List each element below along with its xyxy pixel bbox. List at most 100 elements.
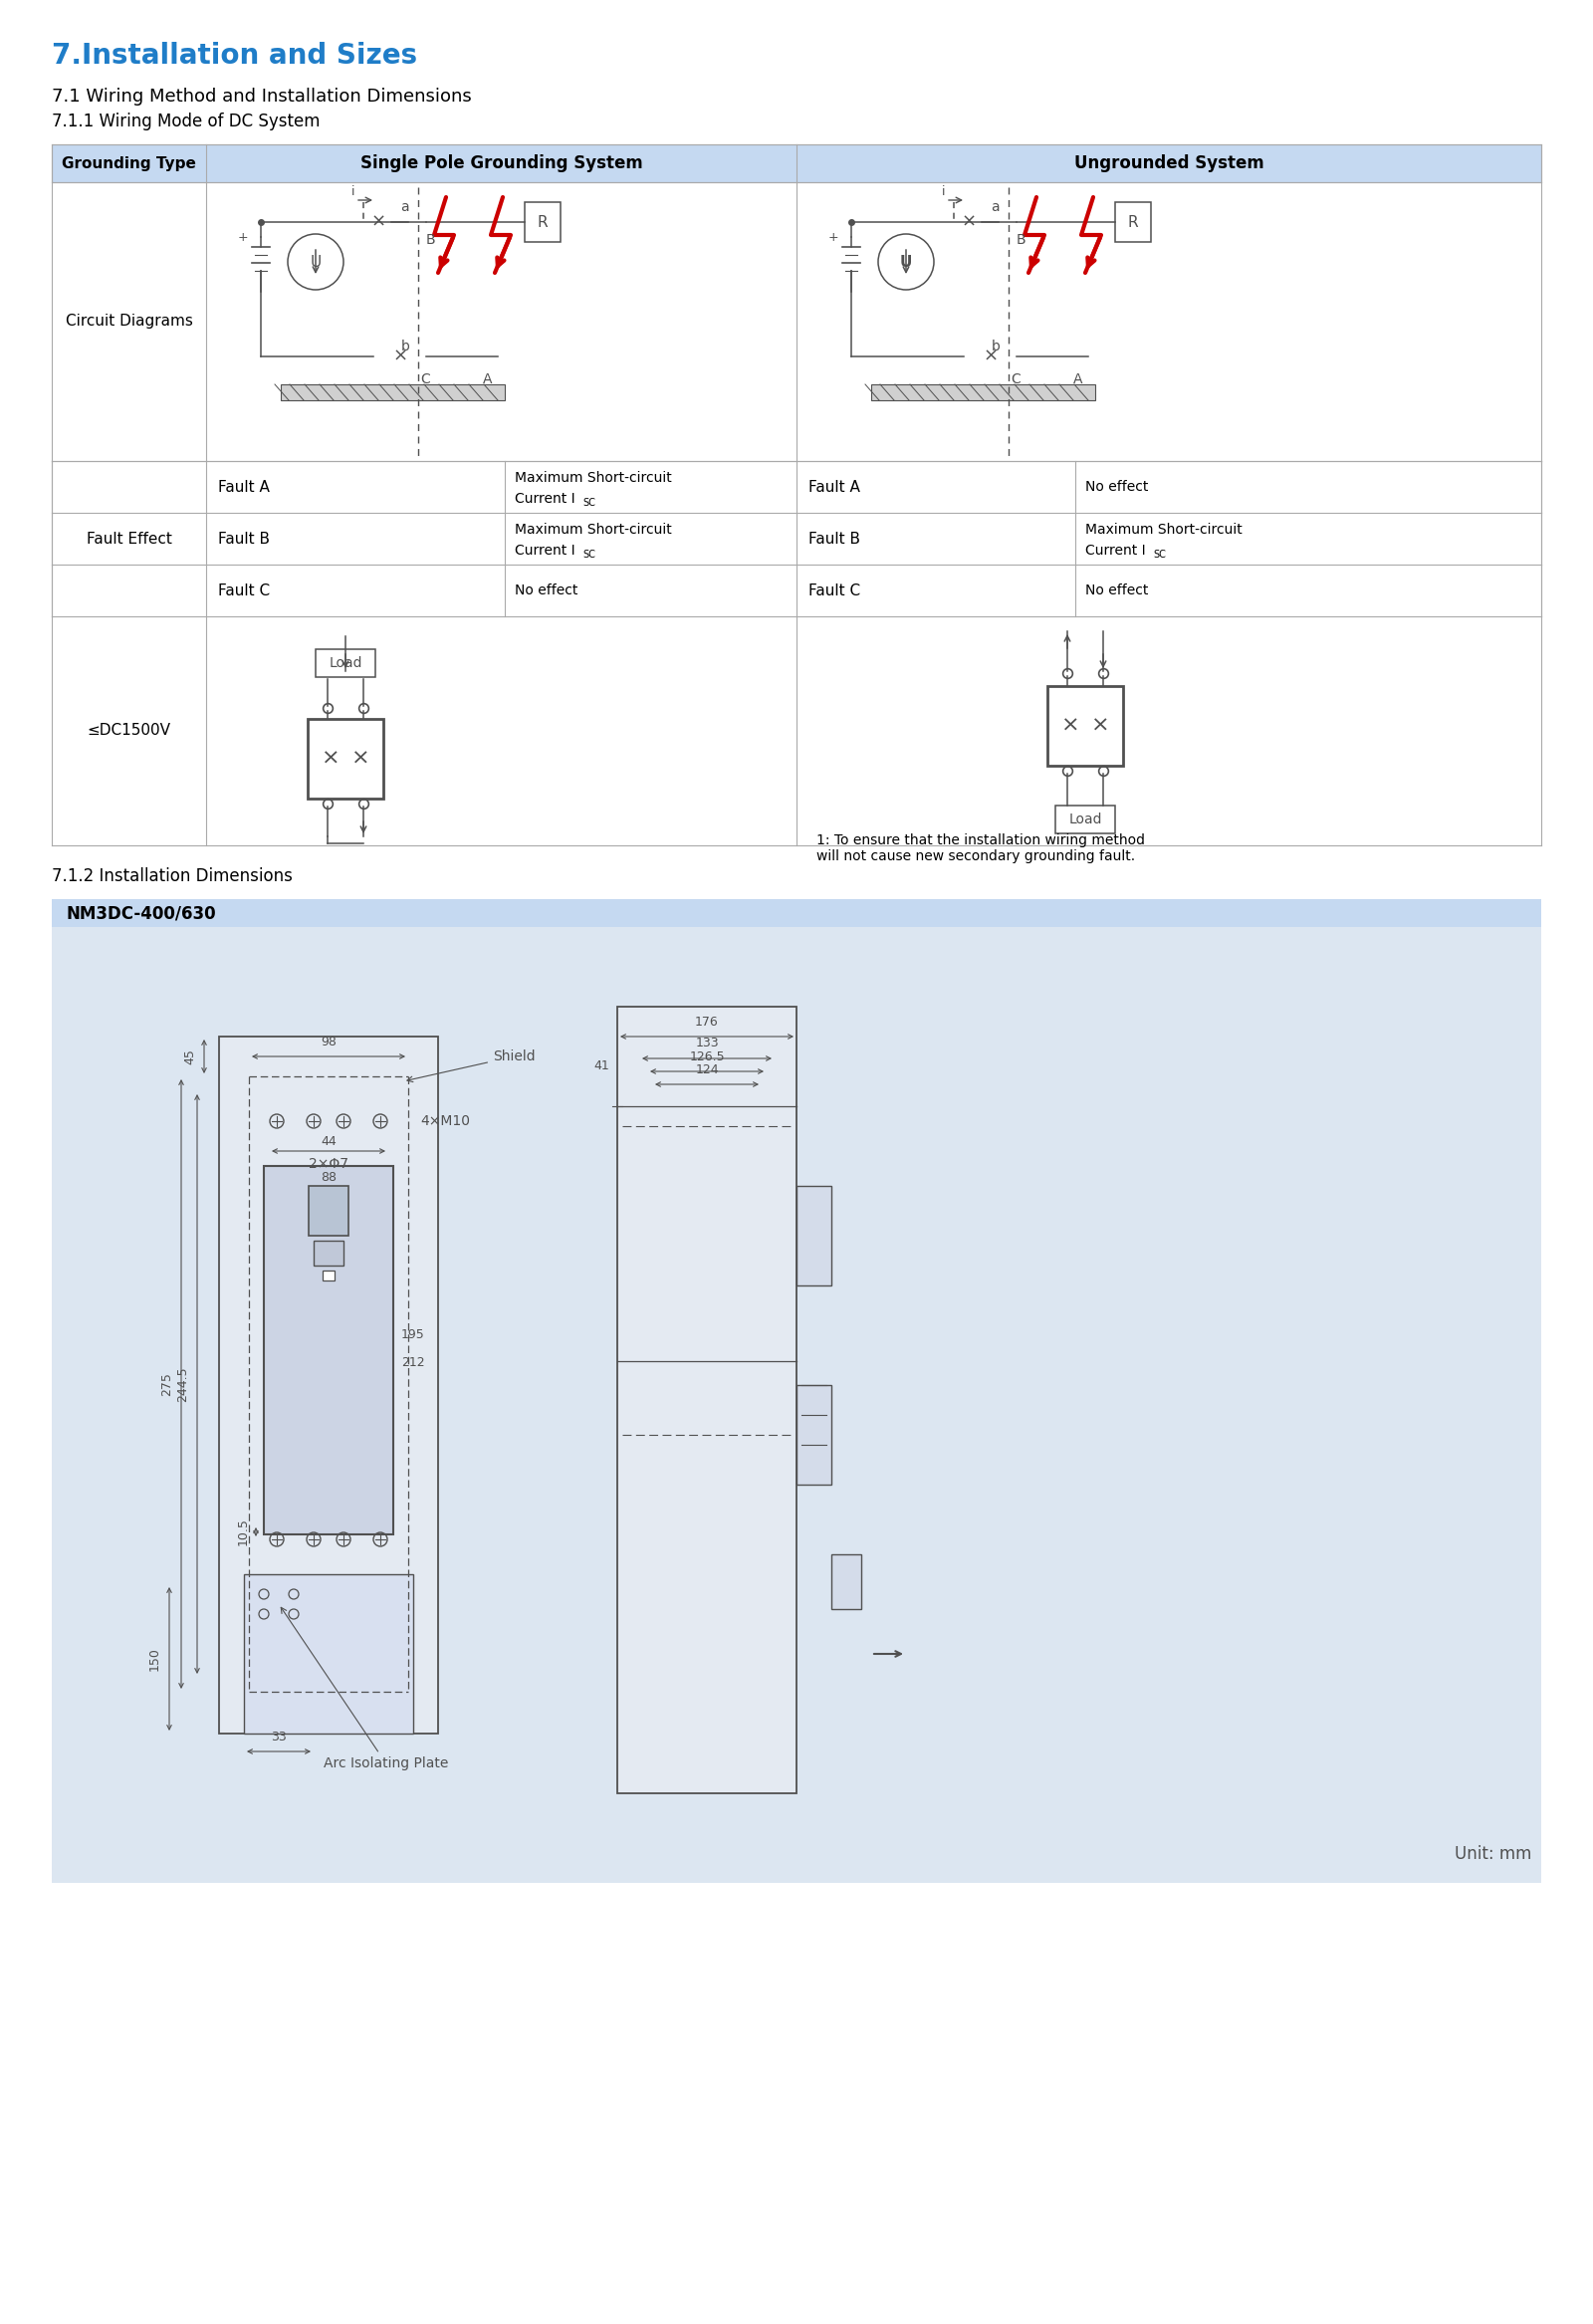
Text: U: U [900, 253, 913, 270]
Bar [51, 927, 1542, 1882]
Text: i: i [941, 186, 946, 198]
Bar [1055, 806, 1115, 834]
Text: SC: SC [583, 551, 596, 560]
Text: ×: × [1061, 716, 1080, 737]
Text: C: C [421, 372, 430, 386]
Text: 44: 44 [320, 1134, 336, 1148]
Bar [280, 383, 505, 400]
Text: No effect: No effect [1085, 583, 1149, 597]
Text: 124: 124 [695, 1064, 718, 1076]
Text: 7.1 Wiring Method and Installation Dimensions: 7.1 Wiring Method and Installation Dimen… [51, 88, 472, 105]
Text: b: b [992, 339, 1000, 353]
Text: a: a [400, 200, 409, 214]
Text: Shield: Shield [408, 1050, 535, 1083]
Text: Arc Isolating Plate: Arc Isolating Plate [280, 1608, 448, 1771]
Bar [871, 383, 1096, 400]
Text: 98: 98 [320, 1037, 336, 1048]
Text: SC: SC [1153, 551, 1166, 560]
Text: 88: 88 [320, 1171, 336, 1185]
Text: B: B [427, 232, 436, 246]
Text: Fault Effect: Fault Effect [86, 532, 172, 546]
Text: 10.5: 10.5 [237, 1518, 250, 1545]
Text: 1: To ensure that the installation wiring method
will not cause new secondary gr: 1: To ensure that the installation wirin… [816, 834, 1145, 865]
Bar [618, 1006, 796, 1794]
Text: a: a [991, 200, 999, 214]
Text: R: R [537, 214, 548, 230]
Text: 33: 33 [271, 1731, 287, 1743]
Bar [1048, 686, 1123, 765]
Bar [315, 648, 376, 676]
Text: ×: × [322, 748, 339, 769]
Text: Maximum Short-circuit: Maximum Short-circuit [1085, 523, 1243, 537]
Text: +: + [237, 230, 249, 244]
Text: No effect: No effect [515, 583, 578, 597]
Text: i: i [352, 186, 355, 198]
Bar [220, 1037, 438, 1734]
Text: +: + [828, 230, 838, 244]
Text: Load: Load [1069, 813, 1102, 827]
Text: Maximum Short-circuit: Maximum Short-circuit [515, 472, 672, 486]
Text: NM3DC-400/630: NM3DC-400/630 [67, 904, 217, 923]
Text: ×: × [371, 214, 386, 230]
Text: Single Pole Grounding System: Single Pole Grounding System [360, 153, 642, 172]
Text: No effect: No effect [1085, 481, 1149, 495]
Bar [51, 899, 1542, 927]
Text: 195: 195 [401, 1329, 425, 1341]
Text: 7.Installation and Sizes: 7.Installation and Sizes [51, 42, 417, 70]
Text: 2×Φ7: 2×Φ7 [309, 1157, 349, 1171]
Text: Ungrounded System: Ungrounded System [1074, 153, 1263, 172]
Text: 7.1.1 Wiring Mode of DC System: 7.1.1 Wiring Mode of DC System [51, 112, 320, 130]
Text: ×: × [961, 214, 977, 230]
Text: ×: × [350, 748, 370, 769]
Text: C: C [1010, 372, 1020, 386]
Text: Fault C: Fault C [809, 583, 860, 597]
Bar [832, 1555, 862, 1608]
Text: Fault B: Fault B [218, 532, 269, 546]
Bar [314, 1241, 344, 1267]
Text: Grounding Type: Grounding Type [62, 156, 196, 170]
Text: Current I: Current I [515, 544, 575, 558]
Text: A: A [1074, 372, 1083, 386]
Text: ×: × [983, 349, 999, 365]
Text: Fault B: Fault B [809, 532, 860, 546]
Text: Fault A: Fault A [809, 479, 860, 495]
Text: Maximum Short-circuit: Maximum Short-circuit [515, 523, 672, 537]
Bar [796, 1185, 832, 1285]
Bar [51, 144, 1542, 181]
Text: Load: Load [328, 655, 362, 669]
Bar [1115, 202, 1150, 242]
Text: 126.5: 126.5 [690, 1050, 725, 1064]
Text: 4×M10: 4×M10 [421, 1113, 470, 1127]
Text: 176: 176 [695, 1016, 718, 1030]
Bar [307, 718, 384, 799]
Bar [244, 1573, 413, 1734]
Text: 133: 133 [695, 1037, 718, 1050]
Bar [796, 1385, 832, 1485]
Text: B: B [1016, 232, 1026, 246]
Text: 275: 275 [161, 1371, 174, 1397]
Text: Fault C: Fault C [218, 583, 269, 597]
Bar [524, 202, 561, 242]
Text: ×: × [1091, 716, 1109, 737]
Text: ≤DC1500V: ≤DC1500V [88, 723, 170, 739]
Text: 244.5: 244.5 [177, 1367, 190, 1401]
Text: 7.1.2 Installation Dimensions: 7.1.2 Installation Dimensions [51, 867, 293, 885]
Text: SC: SC [583, 497, 596, 509]
Text: 45: 45 [183, 1048, 196, 1064]
Bar [264, 1167, 393, 1534]
Text: A: A [483, 372, 492, 386]
Text: 150: 150 [148, 1648, 161, 1671]
Text: Current I: Current I [1085, 544, 1145, 558]
Text: 212: 212 [401, 1355, 425, 1369]
Text: Circuit Diagrams: Circuit Diagrams [65, 314, 193, 330]
Text: Unit: mm: Unit: mm [1454, 1845, 1531, 1864]
Text: Fault A: Fault A [218, 479, 269, 495]
Bar [309, 1185, 349, 1236]
Text: 41: 41 [594, 1060, 609, 1074]
Text: b: b [401, 339, 411, 353]
Text: R: R [1128, 214, 1139, 230]
Bar [322, 1271, 335, 1281]
Text: Current I: Current I [515, 493, 575, 507]
Text: U: U [311, 253, 322, 270]
Text: ×: × [393, 349, 408, 365]
